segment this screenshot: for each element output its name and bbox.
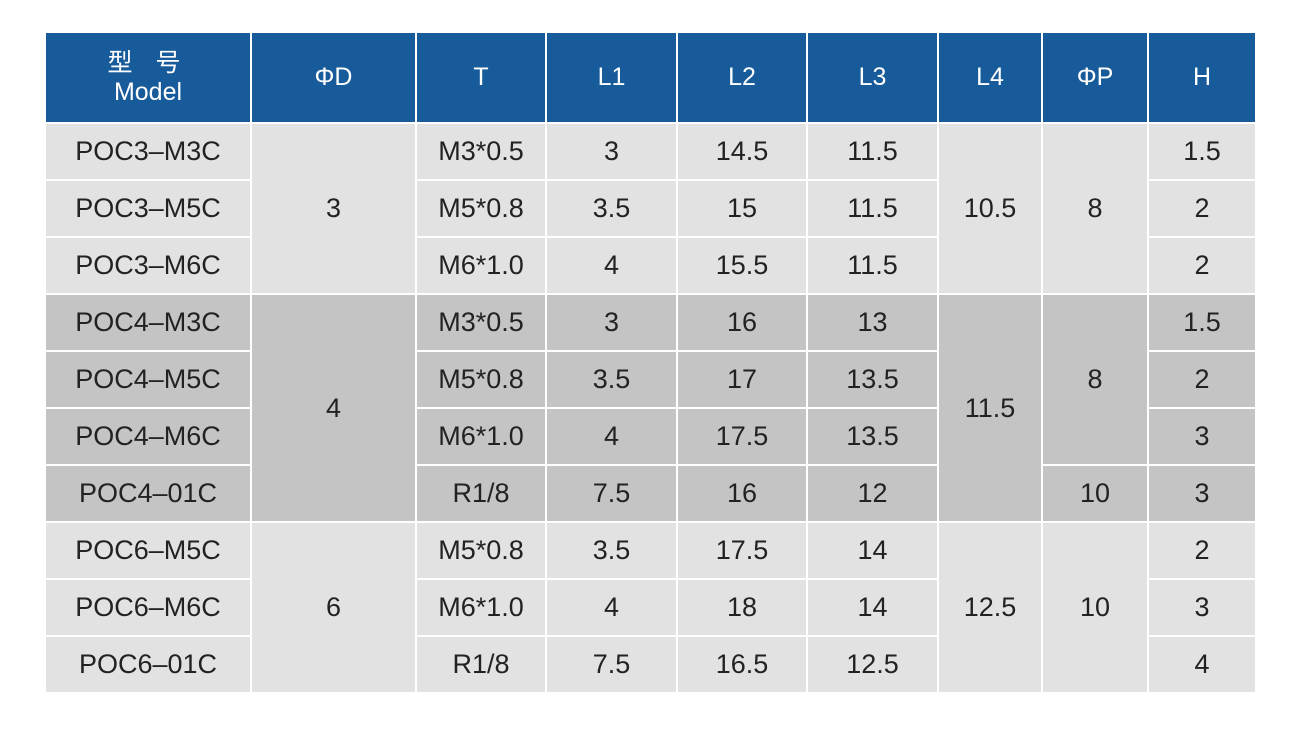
header-h: H xyxy=(1147,31,1257,124)
spec-table: 型 号 Model ΦD T L1 L2 L3 L4 ΦP H POC3–M3C… xyxy=(44,31,1257,694)
cell-h: 1.5 xyxy=(1147,293,1257,352)
header-l1: L1 xyxy=(545,31,678,124)
cell-l1: 7.5 xyxy=(545,635,678,694)
cell-t: M3*0.5 xyxy=(415,293,547,352)
cell-l3: 11.5 xyxy=(806,179,939,238)
cell-model: POC3–M6C xyxy=(44,236,252,295)
cell-op: 10 xyxy=(1041,464,1149,523)
cell-l2: 17.5 xyxy=(676,521,808,580)
cell-l2: 17 xyxy=(676,350,808,409)
header-model-en: Model xyxy=(113,77,183,106)
cell-t: M6*1.0 xyxy=(415,236,547,295)
cell-l3: 13.5 xyxy=(806,350,939,409)
cell-h: 2 xyxy=(1147,236,1257,295)
cell-l1: 3 xyxy=(545,122,678,181)
cell-l3: 12 xyxy=(806,464,939,523)
cell-l2: 16 xyxy=(676,464,808,523)
header-l4: L4 xyxy=(937,31,1043,124)
cell-model: POC6–M6C xyxy=(44,578,252,637)
cell-h: 3 xyxy=(1147,578,1257,637)
cell-h: 2 xyxy=(1147,350,1257,409)
cell-od: 6 xyxy=(250,521,417,694)
cell-l4: 10.5 xyxy=(937,122,1043,295)
cell-l1: 4 xyxy=(545,236,678,295)
header-t: T xyxy=(415,31,547,124)
cell-l3: 13 xyxy=(806,293,939,352)
header-model-zh: 型 号 xyxy=(107,48,189,77)
table-row: POC6–M5C 6 M5*0.8 3.5 17.5 14 12.5 10 2 xyxy=(44,521,1257,694)
cell-l1: 4 xyxy=(545,407,678,466)
cell-t: M5*0.8 xyxy=(415,350,547,409)
header-l3: L3 xyxy=(806,31,939,124)
cell-l2: 15 xyxy=(676,179,808,238)
table-row: POC4–M6C M6*1.0 4 17.5 13.5 3 xyxy=(44,407,1257,466)
cell-od: 3 xyxy=(250,122,417,295)
cell-op: 10 xyxy=(1041,521,1149,694)
cell-l4: 11.5 xyxy=(937,293,1043,523)
cell-op: 8 xyxy=(1041,122,1149,295)
table-row: POC6–M6C M6*1.0 4 18 14 3 xyxy=(44,578,1257,637)
cell-model: POC4–M5C xyxy=(44,350,252,409)
cell-h: 2 xyxy=(1147,179,1257,238)
cell-h: 3 xyxy=(1147,464,1257,523)
header-od: ΦD xyxy=(250,31,417,124)
cell-l2: 15.5 xyxy=(676,236,808,295)
cell-model: POC4–M3C xyxy=(44,293,252,352)
header-l2: L2 xyxy=(676,31,808,124)
cell-t: R1/8 xyxy=(415,464,547,523)
header-row: 型 号 Model ΦD T L1 L2 L3 L4 ΦP H xyxy=(44,31,1257,124)
cell-t: M5*0.8 xyxy=(415,521,547,580)
header-op: ΦP xyxy=(1041,31,1149,124)
cell-l1: 3.5 xyxy=(545,179,678,238)
cell-model: POC4–01C xyxy=(44,464,252,523)
cell-od: 4 xyxy=(250,293,417,523)
cell-h: 3 xyxy=(1147,407,1257,466)
cell-model: POC3–M3C xyxy=(44,122,252,181)
table-row: POC4–01C R1/8 7.5 16 12 10 3 xyxy=(44,464,1257,523)
cell-model: POC3–M5C xyxy=(44,179,252,238)
cell-l4: 12.5 xyxy=(937,521,1043,694)
cell-l3: 14 xyxy=(806,578,939,637)
cell-h: 2 xyxy=(1147,521,1257,580)
cell-l3: 11.5 xyxy=(806,236,939,295)
cell-t: M6*1.0 xyxy=(415,578,547,637)
cell-l2: 16 xyxy=(676,293,808,352)
cell-t: M3*0.5 xyxy=(415,122,547,181)
table-row: POC6–01C R1/8 7.5 16.5 12.5 4 xyxy=(44,635,1257,694)
cell-l2: 16.5 xyxy=(676,635,808,694)
table-row: POC3–M6C M6*1.0 4 15.5 11.5 2 xyxy=(44,236,1257,295)
cell-model: POC4–M6C xyxy=(44,407,252,466)
table-row: POC4–M5C M5*0.8 3.5 17 13.5 2 xyxy=(44,350,1257,409)
cell-l3: 11.5 xyxy=(806,122,939,181)
cell-h: 1.5 xyxy=(1147,122,1257,181)
table-row: POC4–M3C 4 M3*0.5 3 16 13 11.5 8 1.5 xyxy=(44,293,1257,523)
header-model: 型 号 Model xyxy=(44,31,252,124)
cell-t: M6*1.0 xyxy=(415,407,547,466)
cell-l2: 17.5 xyxy=(676,407,808,466)
cell-op: 8 xyxy=(1041,293,1149,466)
table-row: POC3–M5C M5*0.8 3.5 15 11.5 2 xyxy=(44,179,1257,238)
cell-l3: 14 xyxy=(806,521,939,580)
cell-l1: 7.5 xyxy=(545,464,678,523)
cell-l1: 3.5 xyxy=(545,350,678,409)
table-row: POC3–M3C 3 M3*0.5 3 14.5 11.5 10.5 8 1.5 xyxy=(44,122,1257,295)
cell-l1: 4 xyxy=(545,578,678,637)
cell-l3: 12.5 xyxy=(806,635,939,694)
cell-t: M5*0.8 xyxy=(415,179,547,238)
cell-l1: 3.5 xyxy=(545,521,678,580)
cell-l3: 13.5 xyxy=(806,407,939,466)
cell-t: R1/8 xyxy=(415,635,547,694)
cell-model: POC6–M5C xyxy=(44,521,252,580)
cell-model: POC6–01C xyxy=(44,635,252,694)
cell-h: 4 xyxy=(1147,635,1257,694)
cell-l2: 14.5 xyxy=(676,122,808,181)
cell-l2: 18 xyxy=(676,578,808,637)
cell-l1: 3 xyxy=(545,293,678,352)
